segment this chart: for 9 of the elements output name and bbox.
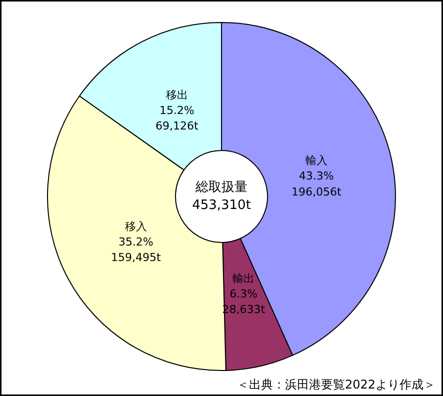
slice-label: 輸入 bbox=[305, 154, 328, 168]
slice-label: 移入 bbox=[124, 220, 147, 234]
data-label: 35.2% 159,495t bbox=[111, 236, 162, 264]
slice-label: 輸出 bbox=[232, 272, 255, 285]
slice-label: 移出 bbox=[166, 88, 188, 102]
text: 総取扱量 453,310t bbox=[192, 180, 251, 213]
data-label: 43.3% 196,056t bbox=[291, 170, 342, 198]
text: ＜出典：浜田港要覧2022より作成＞ bbox=[236, 378, 436, 392]
data-label: 15.2% 69,126t bbox=[156, 104, 200, 132]
